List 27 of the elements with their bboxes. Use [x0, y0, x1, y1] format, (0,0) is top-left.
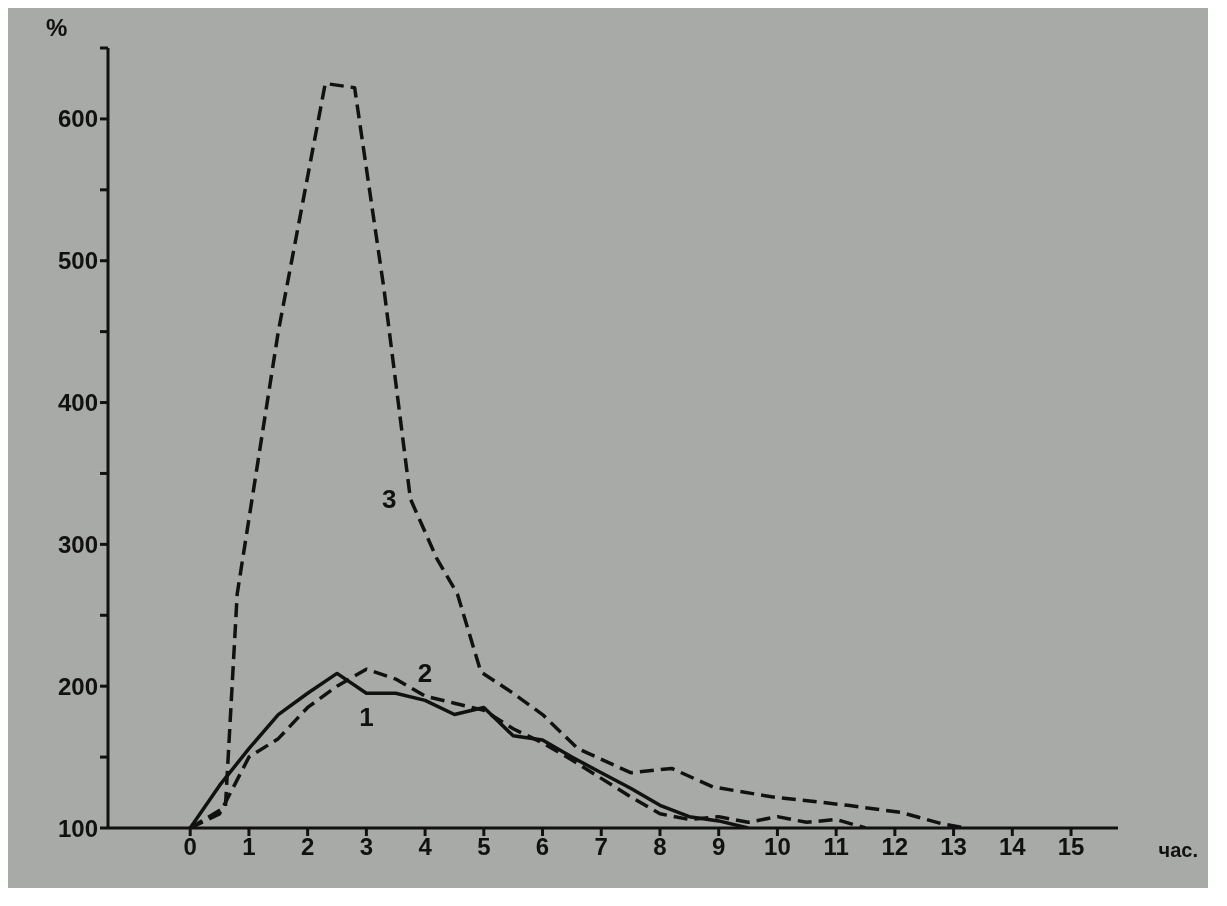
- x-tick-label: 14: [998, 833, 1027, 861]
- x-tick-label: 3: [359, 833, 374, 861]
- y-tick-label: 200: [57, 672, 98, 700]
- x-tick-label: 9: [712, 833, 726, 861]
- x-tick-label: 13: [940, 833, 967, 861]
- x-tick-label: 0: [183, 833, 197, 861]
- x-tick-label: 7: [594, 833, 608, 861]
- y-tick-label: 300: [57, 530, 98, 558]
- x-tick-label: 4: [418, 833, 433, 861]
- y-tick-label: 500: [57, 247, 98, 275]
- y-tick-label: 100: [57, 814, 98, 842]
- y-tick-label: 400: [57, 389, 98, 417]
- y-axis-title: %: [46, 14, 68, 42]
- annotation: 3: [381, 484, 397, 515]
- y-tick-label: 600: [57, 105, 98, 133]
- annotation: 1: [359, 701, 374, 732]
- x-tick-label: 15: [1057, 833, 1085, 861]
- x-tick-label: 2: [300, 833, 315, 861]
- x-tick-label: 12: [881, 833, 909, 861]
- x-tick-label: 8: [653, 833, 667, 861]
- x-tick-label: 11: [823, 833, 849, 861]
- x-tick-label: 5: [477, 833, 491, 861]
- x-tick-label: 10: [764, 833, 791, 861]
- x-axis-title: час.: [1158, 839, 1198, 862]
- x-tick-label: 6: [535, 833, 550, 861]
- x-tick-label: 1: [242, 833, 256, 861]
- annotation: 2: [417, 658, 433, 689]
